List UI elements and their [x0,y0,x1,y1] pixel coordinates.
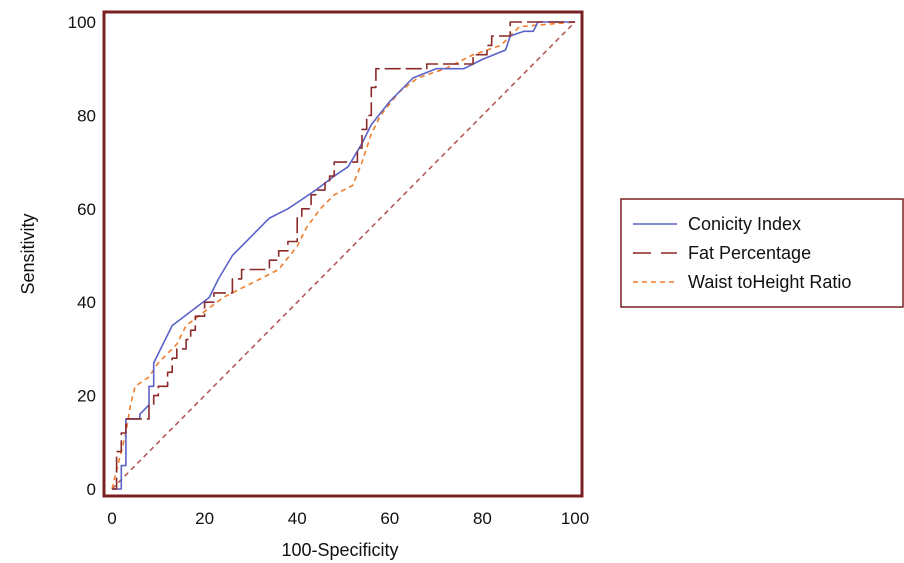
x-tick-label: 40 [288,509,307,528]
y-tick-label: 100 [68,13,96,32]
legend: Conicity Index Fat Percentage Waist toHeig… [620,198,904,308]
series-line-conicity-index [112,21,575,490]
y-axis: 0 20 40 60 80 100 [68,13,96,499]
legend-label: Conicity Index [688,214,801,234]
plot-area [111,21,576,490]
x-axis: 0 20 40 60 80 100 [107,509,589,528]
legend-label: Fat Percentage [688,243,811,263]
plot-frame [102,10,584,498]
y-axis-title: Sensitivity [18,213,38,294]
series-line-fat-percentage [112,21,575,490]
y-tick-label: 20 [77,387,96,406]
series-line-waist-toheight-ratio [111,21,576,490]
x-axis-title: 100-Specificity [281,540,398,560]
x-tick-label: 20 [195,509,214,528]
y-tick-label: 60 [77,200,96,219]
x-tick-label: 60 [380,509,399,528]
y-tick-label: 80 [77,106,96,125]
x-tick-label: 100 [561,509,589,528]
x-tick-label: 80 [473,509,492,528]
x-tick-label: 0 [107,509,116,528]
y-tick-label: 40 [77,293,96,312]
y-tick-label: 0 [87,480,96,499]
legend-label: Waist toHeight Ratio [688,272,851,292]
reference-diagonal-line [111,21,576,490]
